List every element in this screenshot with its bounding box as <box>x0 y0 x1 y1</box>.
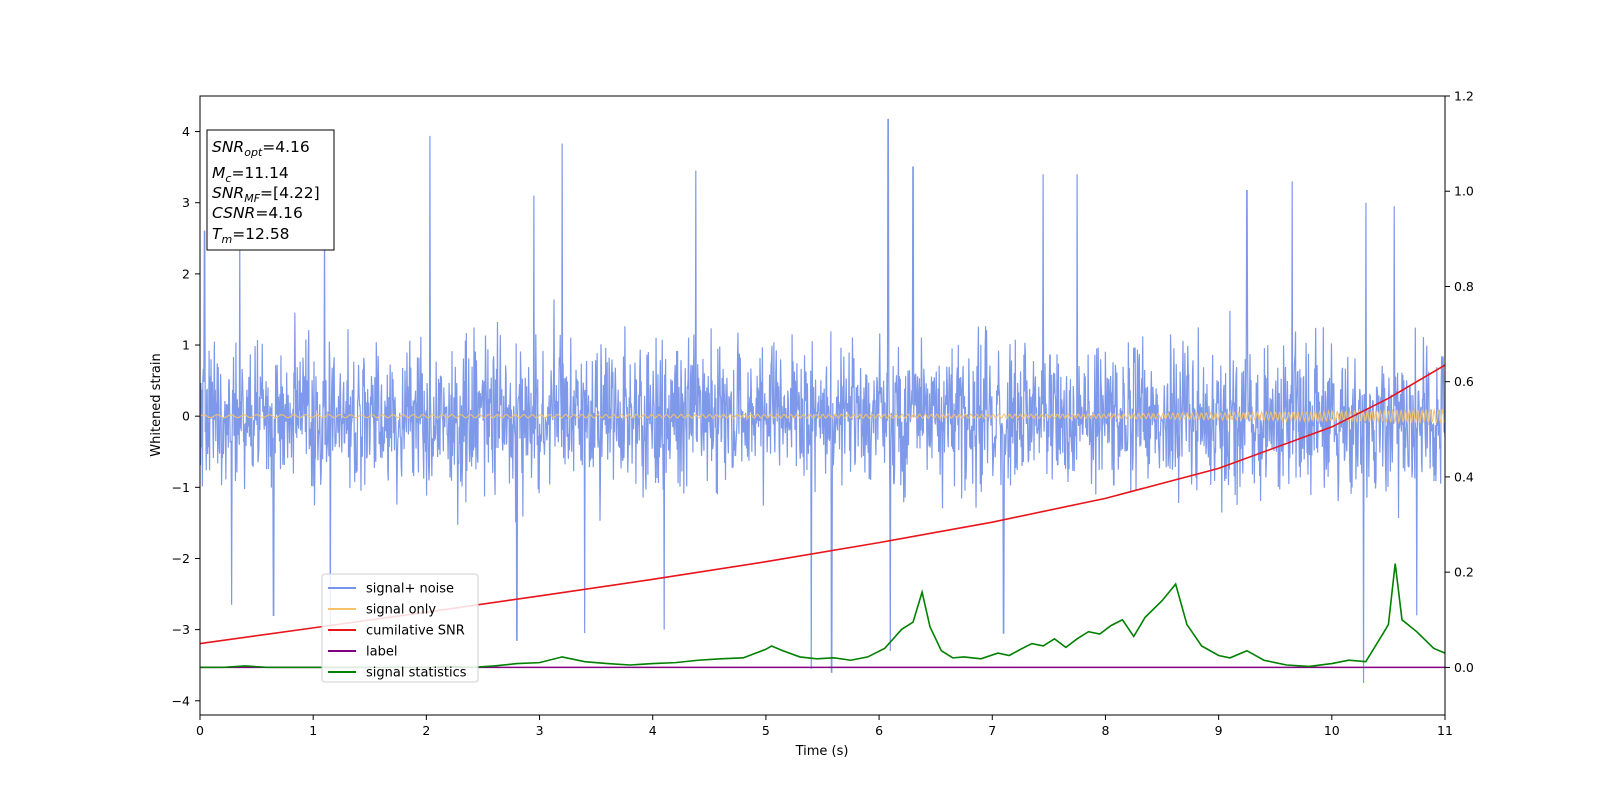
info-box-line: SNRMF=[4.22] <box>212 184 320 205</box>
legend-label: signal statistics <box>366 666 467 681</box>
y-axis-label: Whitened strain <box>149 353 164 456</box>
x-axis-label: Time (s) <box>795 744 849 759</box>
x-tick-label: 1 <box>309 723 317 738</box>
y2-tick-label: 0.8 <box>1454 279 1474 294</box>
legend-label: signal+ noise <box>366 582 454 597</box>
y2-tick-label: 1.2 <box>1454 89 1474 104</box>
series-line-signal-plus-noise <box>200 118 1445 683</box>
legend: signal+ noise signal only cumilative SNR la… <box>321 573 479 683</box>
legend-label: cumilative SNR <box>366 624 465 639</box>
y-tick-label: 3 <box>182 195 190 210</box>
x-tick-label: 10 <box>1324 723 1340 738</box>
info-box-line: Mc=11.14 <box>212 164 289 185</box>
info-box: SNRopt=4.16 Mc=11.14SNRMF=[4.22]CSNR=4.16… <box>206 129 335 251</box>
y2-tick-label: 1.0 <box>1454 184 1474 199</box>
x-tick-label: 8 <box>1101 723 1109 738</box>
x-tick-label: 3 <box>536 723 544 738</box>
series-line-signal-only <box>200 407 1445 425</box>
y-tick-label: 2 <box>182 266 190 281</box>
x-tick-label: 5 <box>762 723 770 738</box>
y2-tick-label: 0.0 <box>1454 660 1474 675</box>
y2-tick-label: 0.4 <box>1454 469 1474 484</box>
x-tick-label: 11 <box>1437 723 1453 738</box>
axes: 0 1 2 3 4 5 6 7 8 9 10 11 −4 −3 −2 −1 0 1 2 3 4 0.0 0.2 0.4 0.6 0… <box>172 89 1474 739</box>
x-tick-label: 7 <box>988 723 996 738</box>
x-tick-label: 6 <box>875 723 883 738</box>
legend-label: signal only <box>366 603 436 618</box>
series-line-signal-statistics <box>200 563 1445 669</box>
y-tick-label: −3 <box>172 622 190 637</box>
x-tick-label: 4 <box>649 723 657 738</box>
x-tick-label: 0 <box>196 723 204 738</box>
y-tick-label: 4 <box>182 124 190 139</box>
legend-label: label <box>366 645 397 660</box>
info-box-line: Tm=12.58 <box>212 225 290 246</box>
info-box-line: SNRopt=4.16 <box>212 138 310 159</box>
info-box-line: CSNR=4.16 <box>212 204 303 222</box>
y-tick-label: −1 <box>172 480 190 495</box>
x-tick-label: 9 <box>1215 723 1223 738</box>
x-tick-label: 2 <box>422 723 430 738</box>
y2-tick-label: 0.6 <box>1454 374 1474 389</box>
plot-frame <box>199 95 1446 716</box>
y-tick-label: −4 <box>172 693 190 708</box>
y-tick-label: −2 <box>172 551 190 566</box>
y2-tick-label: 0.2 <box>1454 565 1474 580</box>
y-tick-label: 1 <box>182 338 190 353</box>
y-tick-label: 0 <box>182 409 190 424</box>
